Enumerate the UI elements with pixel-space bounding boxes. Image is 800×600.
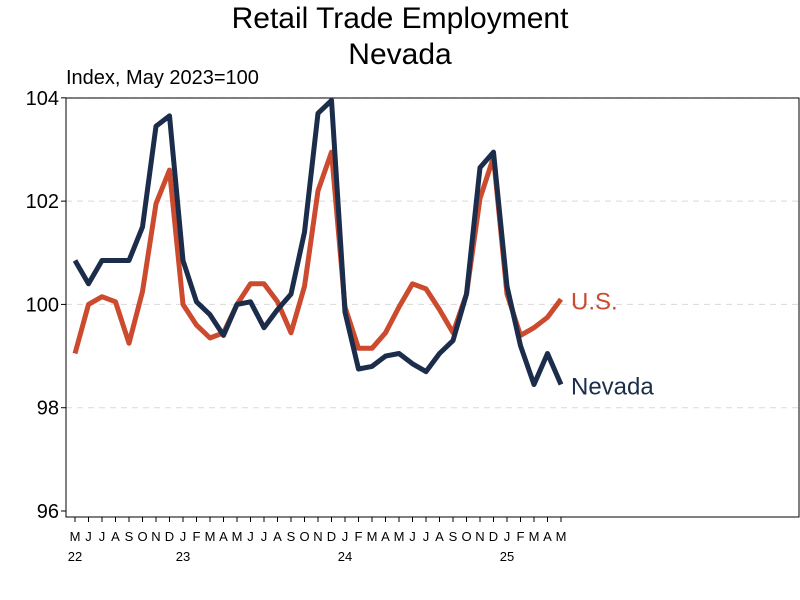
x-tick-label: J (99, 529, 106, 544)
x-tick-label: F (517, 529, 525, 544)
x-tick-label: M (556, 529, 567, 544)
x-tick-label: M (529, 529, 540, 544)
x-tick-label: M (70, 529, 81, 544)
x-tick-label: A (111, 529, 120, 544)
x-tick-label: S (449, 529, 458, 544)
series-label-nevada: Nevada (571, 373, 654, 400)
x-tick-label: A (543, 529, 552, 544)
x-axis: M J J A S O N D J F M A M J J A S O N D J F M A M J J A S O N D J F M A M22 2… (68, 517, 567, 564)
y-axis-label: Index, May 2023=100 (66, 67, 259, 89)
x-tick-label: J (409, 529, 416, 544)
x-tick-label: A (381, 529, 390, 544)
x-tick-label: M (232, 529, 243, 544)
x-tick-label: O (137, 529, 147, 544)
x-tick-label: J (342, 529, 349, 544)
x-tick-label: A (273, 529, 282, 544)
x-tick-label: F (193, 529, 201, 544)
x-tick-label: J (247, 529, 254, 544)
y-tick-label: 96 (37, 501, 59, 523)
y-axis: 96 98 100 102 104 (26, 88, 66, 523)
chart-subtitle: Nevada (348, 38, 452, 71)
y-tick-label: 104 (26, 88, 59, 110)
x-tick-label: M (367, 529, 378, 544)
chart-title: Retail Trade Employment (231, 2, 569, 35)
y-tick-label: 98 (37, 398, 59, 420)
x-tick-label: D (327, 529, 336, 544)
x-tick-label: N (313, 529, 322, 544)
x-tick-label: J (180, 529, 187, 544)
x-tick-label: S (125, 529, 134, 544)
x-tick-label: S (287, 529, 296, 544)
y-tick-label: 102 (26, 191, 59, 213)
x-tick-label: D (165, 529, 174, 544)
x-tick-label: F (355, 529, 363, 544)
series-line-nevada (72, 97, 564, 387)
x-tick-label: M (205, 529, 216, 544)
x-tick-label: N (475, 529, 484, 544)
series-label-u-s: U.S. (571, 288, 618, 315)
x-tick-label: D (489, 529, 498, 544)
x-tick-label: O (299, 529, 309, 544)
x-tick-label: A (435, 529, 444, 544)
x-year-label: 25 (500, 549, 514, 564)
series-line-u-s (72, 149, 563, 355)
y-tick-label: 100 (26, 294, 59, 316)
x-tick-label: J (85, 529, 92, 544)
x-tick-label: N (151, 529, 160, 544)
x-year-label: 23 (176, 549, 190, 564)
x-tick-label: J (261, 529, 268, 544)
x-tick-label: A (219, 529, 228, 544)
plot-frame (65, 97, 800, 518)
series-labels: U.S. Nevada (571, 288, 654, 400)
x-year-label: 24 (338, 549, 352, 564)
x-tick-label: M (394, 529, 405, 544)
series-lines (72, 97, 564, 387)
x-tick-label: O (461, 529, 471, 544)
x-tick-label: J (423, 529, 430, 544)
x-tick-label: J (504, 529, 511, 544)
x-year-label: 22 (68, 549, 82, 564)
